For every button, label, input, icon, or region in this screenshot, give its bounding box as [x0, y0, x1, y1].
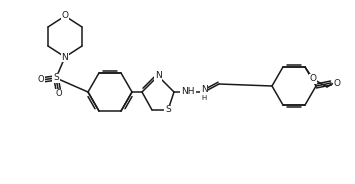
Text: O: O [310, 75, 317, 84]
Text: S: S [165, 105, 171, 114]
Text: NH: NH [181, 88, 195, 96]
Text: O: O [61, 11, 69, 20]
Text: O: O [334, 79, 341, 88]
Text: N: N [201, 86, 207, 95]
Text: N: N [155, 72, 162, 81]
Text: N: N [62, 52, 69, 61]
Text: O: O [38, 75, 44, 84]
Text: H: H [201, 95, 207, 101]
Text: S: S [53, 73, 59, 82]
Text: O: O [56, 89, 62, 98]
